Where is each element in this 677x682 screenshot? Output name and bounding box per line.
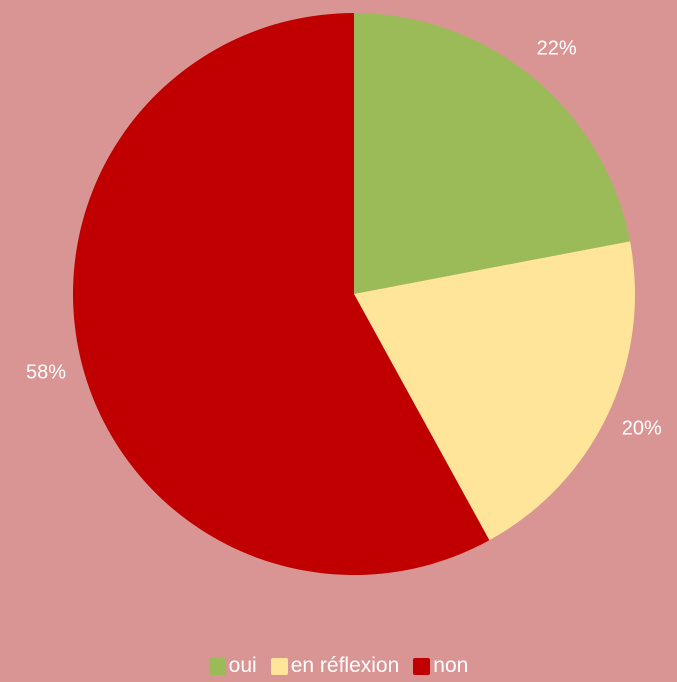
legend-label-oui: oui <box>228 654 257 677</box>
pie-slice-oui <box>354 13 631 294</box>
pie-slice-non <box>72 13 490 575</box>
pie-value-labels: 22% 20% 58% <box>26 37 662 439</box>
pie-slice-en-r-flexion <box>354 241 635 541</box>
pie-slices <box>72 13 635 575</box>
legend-item-oui: oui <box>208 653 257 679</box>
pie-value-label-oui: 22% <box>537 37 577 59</box>
legend-swatch-en-reflexion <box>270 657 288 675</box>
pie-value-label-non: 58% <box>26 361 66 383</box>
legend-label-non: non <box>433 654 469 677</box>
legend-label-en-reflexion: en réflexion <box>290 654 400 677</box>
chart-legend: oui en réflexion non <box>0 653 677 679</box>
legend-swatch-non <box>413 657 431 675</box>
legend-item-non: non <box>413 653 468 679</box>
legend-swatch-oui <box>208 657 226 675</box>
pie-value-label-en-r-flexion: 20% <box>622 418 662 440</box>
legend-item-en-reflexion: en réflexion <box>270 653 400 679</box>
